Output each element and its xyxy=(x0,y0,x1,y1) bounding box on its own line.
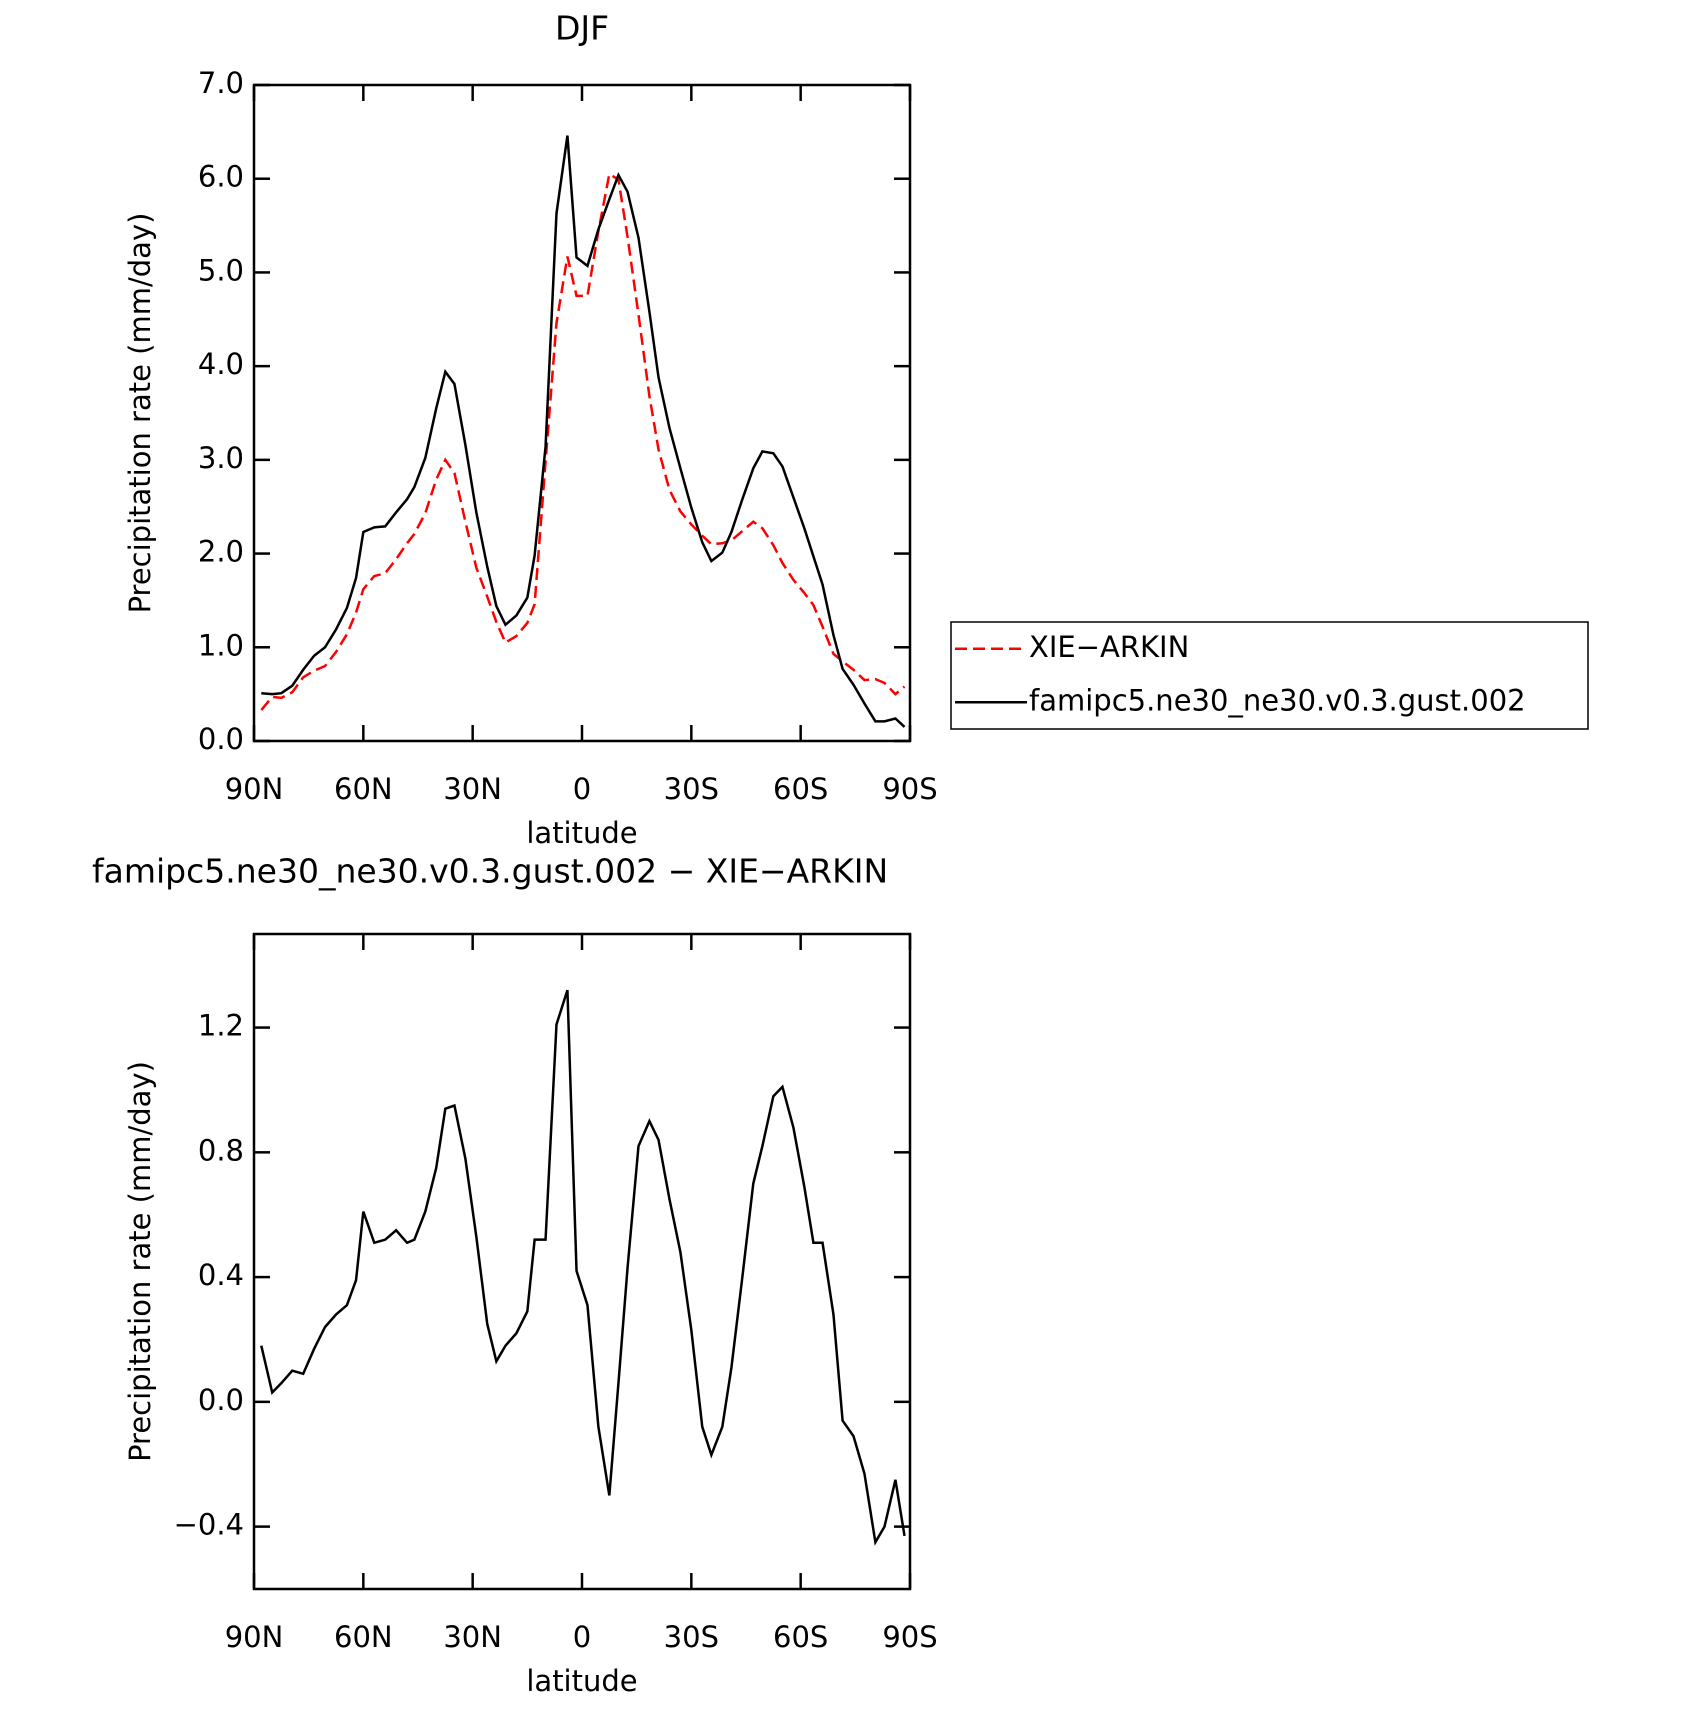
x-tick-label: 30N xyxy=(443,1620,502,1654)
data-line xyxy=(260,172,906,711)
y-tick-label: 0.0 xyxy=(198,722,244,756)
x-tick-label: 30S xyxy=(664,772,719,806)
data-line xyxy=(261,135,906,728)
legend-box xyxy=(950,621,1589,730)
legend-label: XIE−ARKIN xyxy=(1029,630,1189,664)
x-tick-label: 90N xyxy=(225,772,284,806)
y-tick-label: −0.4 xyxy=(174,1508,244,1542)
y-tick-label: 3.0 xyxy=(198,441,244,475)
plot-frame xyxy=(252,83,912,743)
x-tick-label: 0 xyxy=(573,772,591,806)
y-tick-label: 0.0 xyxy=(198,1383,244,1417)
x-tick-label: 30S xyxy=(664,1620,719,1654)
x-tick-label: 30N xyxy=(443,772,502,806)
x-tick-label: 0 xyxy=(573,1620,591,1654)
y-tick-label: 6.0 xyxy=(198,160,244,194)
x-tick-label: 90S xyxy=(882,772,937,806)
x-tick-label: 60S xyxy=(773,1620,828,1654)
x-axis-label: latitude xyxy=(526,816,637,850)
y-tick-label: 5.0 xyxy=(198,253,244,287)
y-tick-label: 7.0 xyxy=(198,66,244,100)
x-tick-label: 60N xyxy=(334,772,393,806)
legend-label: famipc5.ne30_ne30.v0.3.gust.002 xyxy=(1029,683,1526,717)
chart-title: famipc5.ne30_ne30.v0.3.gust.002 − XIE−AR… xyxy=(92,852,888,891)
y-tick-label: 0.8 xyxy=(198,1133,244,1167)
x-tick-label: 60S xyxy=(773,772,828,806)
y-tick-label: 2.0 xyxy=(198,535,244,569)
y-tick-label: 1.2 xyxy=(198,1009,244,1043)
y-axis-label: Precipitation rate (mm/day) xyxy=(123,1061,157,1462)
x-tick-label: 60N xyxy=(334,1620,393,1654)
y-tick-label: 4.0 xyxy=(198,347,244,381)
y-tick-label: 0.4 xyxy=(198,1258,244,1292)
x-tick-label: 90N xyxy=(225,1620,284,1654)
data-line xyxy=(260,989,906,1546)
plot-frame xyxy=(252,932,912,1591)
x-axis-label: latitude xyxy=(526,1664,637,1698)
y-tick-label: 1.0 xyxy=(198,628,244,662)
y-axis-label: Precipitation rate (mm/day) xyxy=(123,213,157,614)
x-tick-label: 90S xyxy=(882,1620,937,1654)
chart-title: DJF xyxy=(555,9,609,48)
